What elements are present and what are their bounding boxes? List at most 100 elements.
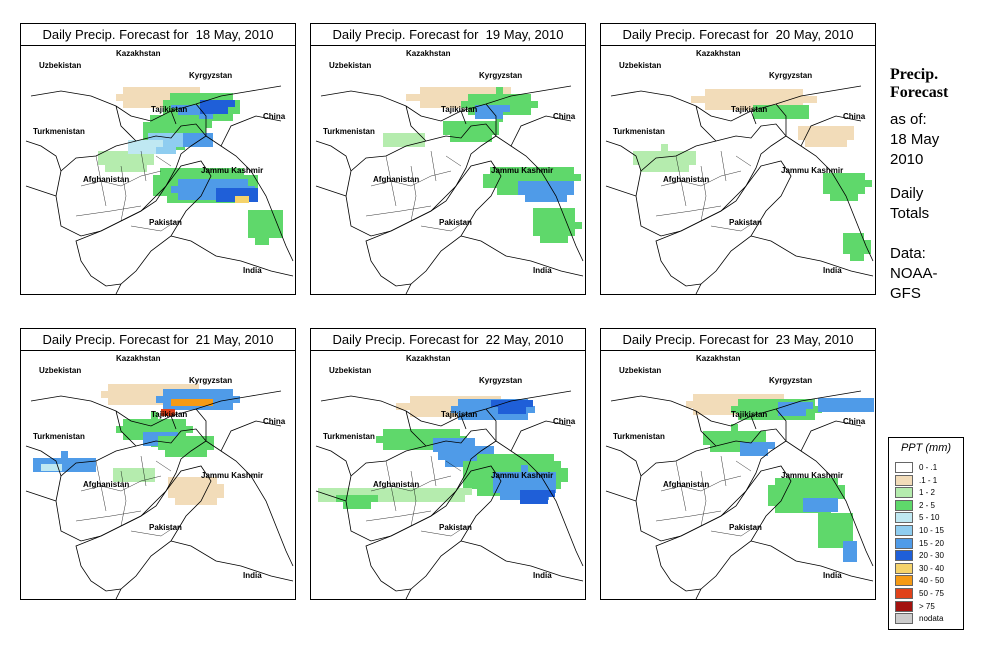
precip-cell (425, 429, 432, 436)
precip-cell (504, 174, 511, 181)
precip-cell (346, 488, 353, 495)
precip-cell (511, 188, 518, 195)
precip-cell (490, 87, 497, 94)
precip-cell (668, 165, 675, 172)
precip-cell (200, 436, 207, 443)
precip-cell (192, 384, 199, 391)
precip-cell (503, 105, 510, 112)
precip-cell (418, 436, 425, 443)
precip-cell (364, 495, 371, 502)
precip-cell (839, 534, 846, 541)
precip-cell (843, 555, 850, 562)
precip-cell (453, 429, 460, 436)
precip-cell (122, 384, 129, 391)
precip-cell (843, 240, 850, 247)
precip-cell (445, 460, 452, 467)
precip-cell (376, 436, 383, 443)
precip-cell (424, 410, 431, 417)
precip-cell (850, 555, 857, 562)
precip-cell (549, 479, 556, 486)
precip-cell (796, 89, 803, 96)
precip-cell (471, 121, 478, 128)
precip-cell (533, 461, 540, 468)
precip-cell (220, 179, 227, 186)
precip-cell (504, 181, 511, 188)
precip-cell (466, 446, 473, 453)
precip-cell (496, 94, 503, 101)
precip-cell (61, 451, 68, 458)
precip-cell (810, 478, 817, 485)
precip-cell (818, 520, 825, 527)
precip-cell (425, 443, 432, 450)
precip-cell (740, 96, 747, 103)
precip-cell (857, 233, 864, 240)
precip-cell (75, 465, 82, 472)
precip-cell (397, 140, 404, 147)
province-lines (655, 455, 757, 537)
precip-cell (137, 94, 144, 101)
precip-cell (214, 107, 221, 114)
precip-cell (248, 217, 255, 224)
precip-cell (844, 180, 851, 187)
precip-cell (534, 497, 541, 504)
legend-item: 0 - .1 (895, 462, 961, 473)
pakistan-border (75, 465, 212, 592)
precip-cell (633, 151, 640, 158)
legend-swatch (895, 600, 913, 612)
precip-cell (237, 168, 244, 175)
precip-cell (357, 502, 364, 509)
precip-cell (857, 247, 864, 254)
western-borders (605, 140, 642, 197)
precip-cell (98, 158, 105, 165)
precip-cell (780, 413, 787, 420)
precip-cell (167, 189, 174, 196)
precip-cell (763, 394, 770, 401)
china-border (205, 115, 294, 262)
precip-cell (207, 107, 214, 114)
precip-cell (411, 436, 418, 443)
precip-cell (262, 224, 269, 231)
precip-cell (410, 410, 417, 417)
precip-cell (752, 413, 759, 420)
precip-cell (775, 89, 782, 96)
precip-cell (521, 472, 528, 479)
precip-cell (528, 486, 535, 493)
precip-cell (561, 222, 568, 229)
province-lines (365, 150, 467, 232)
precip-cell (230, 188, 237, 195)
precip-cell (547, 215, 554, 222)
precip-cell (137, 433, 144, 440)
precip-cell (518, 188, 525, 195)
precip-cell (416, 495, 423, 502)
precip-cell (226, 107, 233, 114)
precip-cell (740, 449, 747, 456)
precip-cell (463, 475, 470, 482)
precip-cell (484, 489, 491, 496)
precip-cell (825, 513, 832, 520)
precip-cell (539, 167, 546, 174)
precip-cell (768, 96, 775, 103)
precip-cell (151, 426, 158, 433)
precip-cell (179, 443, 186, 450)
precip-cell (775, 506, 782, 513)
western-borders (605, 445, 642, 502)
precip-cell (521, 413, 528, 420)
precip-cell (136, 391, 143, 398)
precip-cell (503, 101, 510, 108)
map-label-turkmenistan: Turkmenistan (613, 432, 665, 441)
precip-cell (521, 479, 528, 486)
precip-cell (668, 158, 675, 165)
precip-cell (418, 140, 425, 147)
precip-cell (505, 400, 512, 407)
precip-cell (810, 505, 817, 512)
precip-cell (176, 140, 183, 147)
precip-cell (178, 179, 185, 186)
precip-cell (443, 121, 450, 128)
precip-cell (191, 389, 198, 396)
precip-cell (860, 398, 867, 405)
map-label-afghanistan: Afghanistan (373, 480, 419, 489)
map-label-kyrgyzstan: Kyrgyzstan (479, 376, 522, 385)
precip-cell (647, 158, 654, 165)
precip-cell (115, 391, 122, 398)
precip-cell (561, 229, 568, 236)
